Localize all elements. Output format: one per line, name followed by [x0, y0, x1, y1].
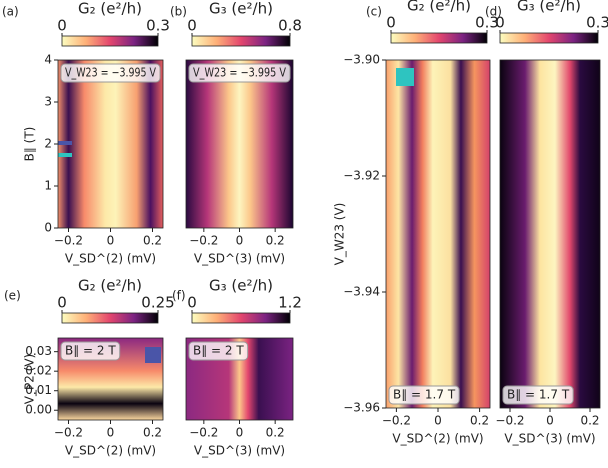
y-tick-label: 0.02 [25, 364, 52, 378]
x-axis-label: V_SD^(3) (mV) [194, 444, 285, 458]
colorbar [390, 32, 488, 44]
annotation-box [388, 385, 460, 405]
colorbar-title: G₂ (e²/h) [78, 0, 142, 18]
x-tick-label: 0.2 [266, 234, 285, 248]
y-tick-label: 0.03 [25, 344, 52, 358]
y-tick-label: 0.01 [25, 383, 52, 397]
colorbar-tick-label: 0 [386, 14, 396, 32]
y-tick-label: 3 [44, 95, 52, 109]
annotation: V_W23 = −3.995 V [193, 66, 287, 80]
panel-label: (d) [485, 5, 502, 19]
y-tick-label: 4 [44, 53, 52, 67]
x-axis-label: V_SD^(2) (mV) [65, 444, 156, 458]
x-axis-label: V_SD^(3) (mV) [194, 252, 285, 266]
heatmap [386, 60, 490, 408]
x-tick-label: 0.2 [266, 426, 285, 440]
panel-label: (f) [172, 289, 186, 303]
x-tick-label: 0.2 [143, 426, 162, 440]
x-tick-label: 0.2 [143, 234, 162, 248]
x-axis-label: V_SD^(2) (mV) [392, 432, 483, 446]
colorbar-tick-label: 0 [187, 294, 197, 312]
colorbar-tick-label: 0.3 [475, 14, 499, 32]
marker [396, 68, 414, 86]
x-tick-label: 0.2 [580, 414, 599, 428]
y-axis-label: B∥ (T) [23, 127, 37, 162]
heatmap [186, 60, 293, 228]
colorbar-tick-label: 0 [57, 294, 67, 312]
colorbar-tick-label: 0 [187, 17, 197, 35]
colorbar-tick-label: 0 [495, 14, 505, 32]
annotation: B∥ = 1.7 T [507, 388, 570, 402]
colorbar-tick-label: 0.8 [278, 17, 302, 35]
y-tick-label: 1 [44, 179, 52, 193]
annotation: B∥ = 1.7 T [393, 388, 456, 402]
colorbar [499, 32, 599, 44]
colorbar-title: G₃ (e²/h) [517, 0, 581, 15]
x-tick-label: 0 [107, 426, 115, 440]
marker [58, 153, 72, 157]
colorbar-tick-label: 0.3 [586, 14, 608, 32]
y-tick-label: 0 [44, 221, 52, 235]
panel-label: (b) [170, 5, 187, 19]
colorbar [191, 35, 291, 47]
colorbar-tick-label: 1.2 [278, 294, 302, 312]
colorbar [61, 312, 159, 324]
heatmap [58, 60, 163, 228]
colorbar-tick-label: 0.3 [146, 17, 170, 35]
colorbar-title: G₃ (e²/h) [209, 277, 273, 295]
x-tick-label: −0.2 [382, 414, 411, 428]
annotation: B∥ = 2 T [193, 344, 244, 358]
y-tick-label: −3.94 [343, 285, 380, 299]
colorbar [61, 35, 159, 47]
marker [58, 141, 72, 145]
x-tick-label: −0.2 [189, 234, 218, 248]
colorbar [191, 312, 291, 324]
x-tick-label: 0 [236, 234, 244, 248]
y-tick-label: −3.92 [343, 169, 380, 183]
panel-label: (c) [366, 5, 382, 19]
colorbar-title: G₂ (e²/h) [407, 0, 471, 15]
annotation-box [502, 385, 574, 405]
x-tick-label: 0 [546, 414, 554, 428]
x-tick-label: 0 [434, 414, 442, 428]
x-tick-label: −0.2 [189, 426, 218, 440]
x-tick-label: 0 [107, 234, 115, 248]
y-tick-label: 2 [44, 137, 52, 151]
x-tick-label: −0.2 [54, 426, 83, 440]
annotation: V_W23 = −3.995 V [65, 66, 157, 80]
annotation-box [60, 341, 121, 361]
panel-label: (e) [4, 289, 21, 303]
colorbar-tick-label: 0.25 [141, 294, 174, 312]
colorbar-tick-label: 0 [57, 17, 67, 35]
y-axis-label: V_W23 (V) [333, 203, 347, 266]
y-tick-label: 0.00 [25, 403, 52, 417]
annotation-box [188, 341, 249, 361]
y-tick-label: −3.96 [343, 401, 380, 415]
marker [145, 347, 161, 363]
annotation-box [188, 63, 291, 83]
x-tick-label: −0.2 [54, 234, 83, 248]
annotation: B∥ = 2 T [65, 344, 116, 358]
annotation-box [60, 63, 161, 83]
x-tick-label: 0 [236, 426, 244, 440]
x-axis-label: V_SD^(3) (mV) [504, 432, 595, 446]
x-tick-label: 0.2 [470, 414, 489, 428]
x-axis-label: V_SD^(2) (mV) [65, 252, 156, 266]
panel-label: (a) [2, 5, 19, 19]
heatmap [500, 60, 600, 408]
colorbar-title: G₃ (e²/h) [209, 0, 273, 18]
x-tick-label: −0.2 [495, 414, 524, 428]
y-axis-label: V_P2 (V) [23, 354, 37, 404]
colorbar-title: G₂ (e²/h) [78, 277, 142, 295]
y-tick-label: −3.90 [343, 53, 380, 67]
